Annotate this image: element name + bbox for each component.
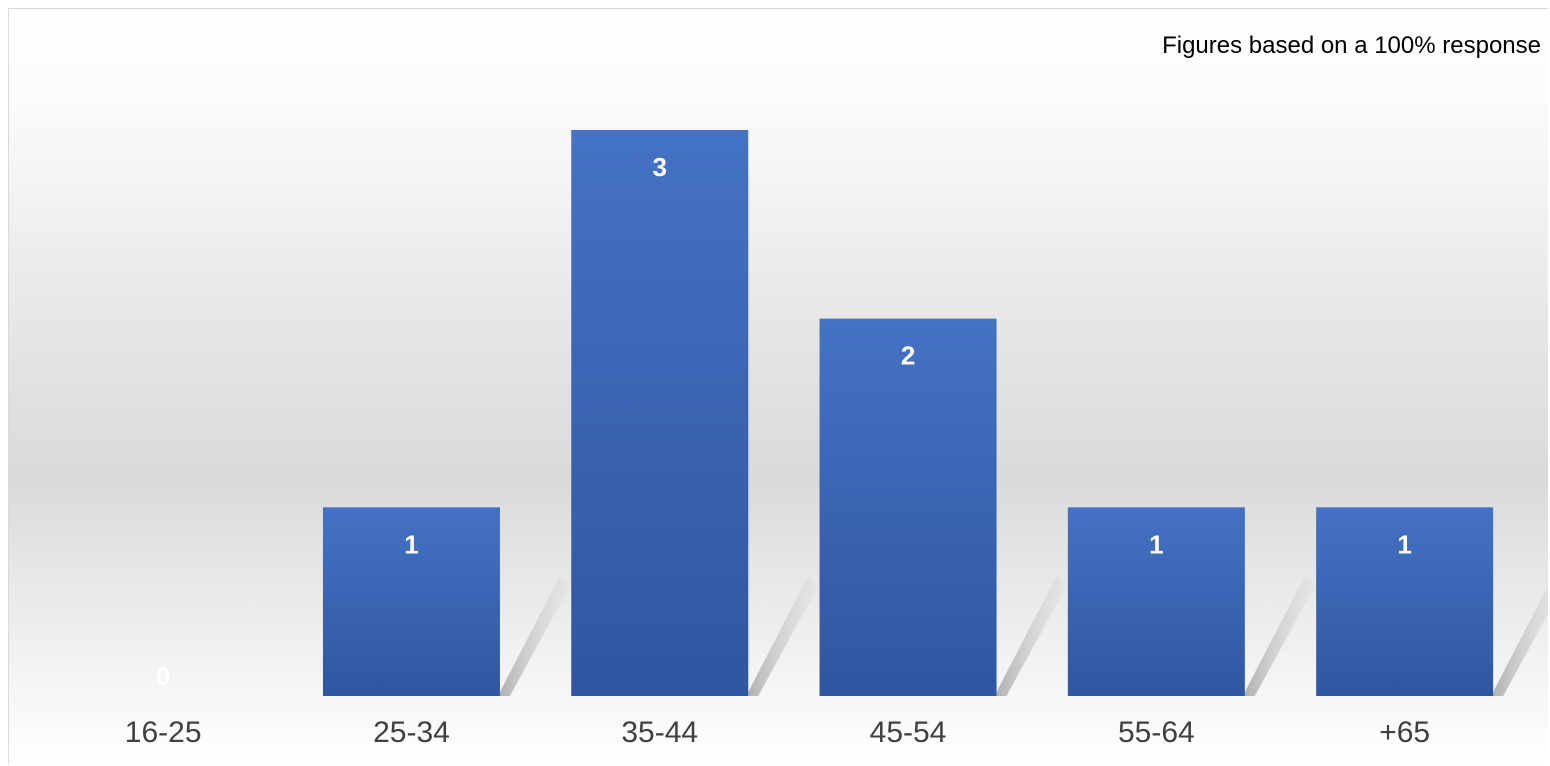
- bar-shadow: [996, 576, 1067, 696]
- bar-shadow: [499, 576, 570, 696]
- data-label-55-64: 1: [1149, 529, 1163, 559]
- bar-25-34: [322, 507, 500, 696]
- bar-shadows: [499, 576, 1548, 696]
- tick-label-+65: +65: [1379, 716, 1430, 749]
- bar-chart: 0 1 3 2 1 1 16-25 25-34 35-44 45-54 55-64 +65 Figu…: [9, 9, 1548, 764]
- data-label-45-54: 2: [901, 341, 915, 371]
- tick-label-55-64: 55-64: [1118, 716, 1195, 749]
- bar-45-54: [819, 318, 997, 696]
- x-axis-tick-labels: 16-25 25-34 35-44 45-54 55-64 +65: [125, 716, 1430, 749]
- data-label-25-34: 1: [404, 529, 418, 559]
- tick-label-45-54: 45-54: [870, 716, 947, 749]
- tick-label-25-34: 25-34: [373, 716, 450, 749]
- bar-shadow: [1244, 576, 1315, 696]
- bar-shadow: [1493, 585, 1548, 696]
- tick-label-35-44: 35-44: [621, 716, 698, 749]
- bars: [322, 130, 1494, 696]
- bar-55-64: [1067, 507, 1245, 696]
- chart-frame: 0 1 3 2 1 1 16-25 25-34 35-44 45-54 55-64 +65 Figu…: [8, 8, 1548, 764]
- data-label-16-25: 0: [156, 661, 170, 691]
- data-labels: 0 1 3 2 1 1: [156, 152, 1412, 691]
- chart-note: Figures based on a 100% response: [1162, 32, 1541, 59]
- bar-shadow: [748, 576, 819, 696]
- bar-35-44: [571, 130, 749, 696]
- data-label-+65: 1: [1397, 529, 1411, 559]
- tick-label-16-25: 16-25: [125, 716, 202, 749]
- data-label-35-44: 3: [653, 152, 667, 182]
- bar-+65: [1316, 507, 1494, 696]
